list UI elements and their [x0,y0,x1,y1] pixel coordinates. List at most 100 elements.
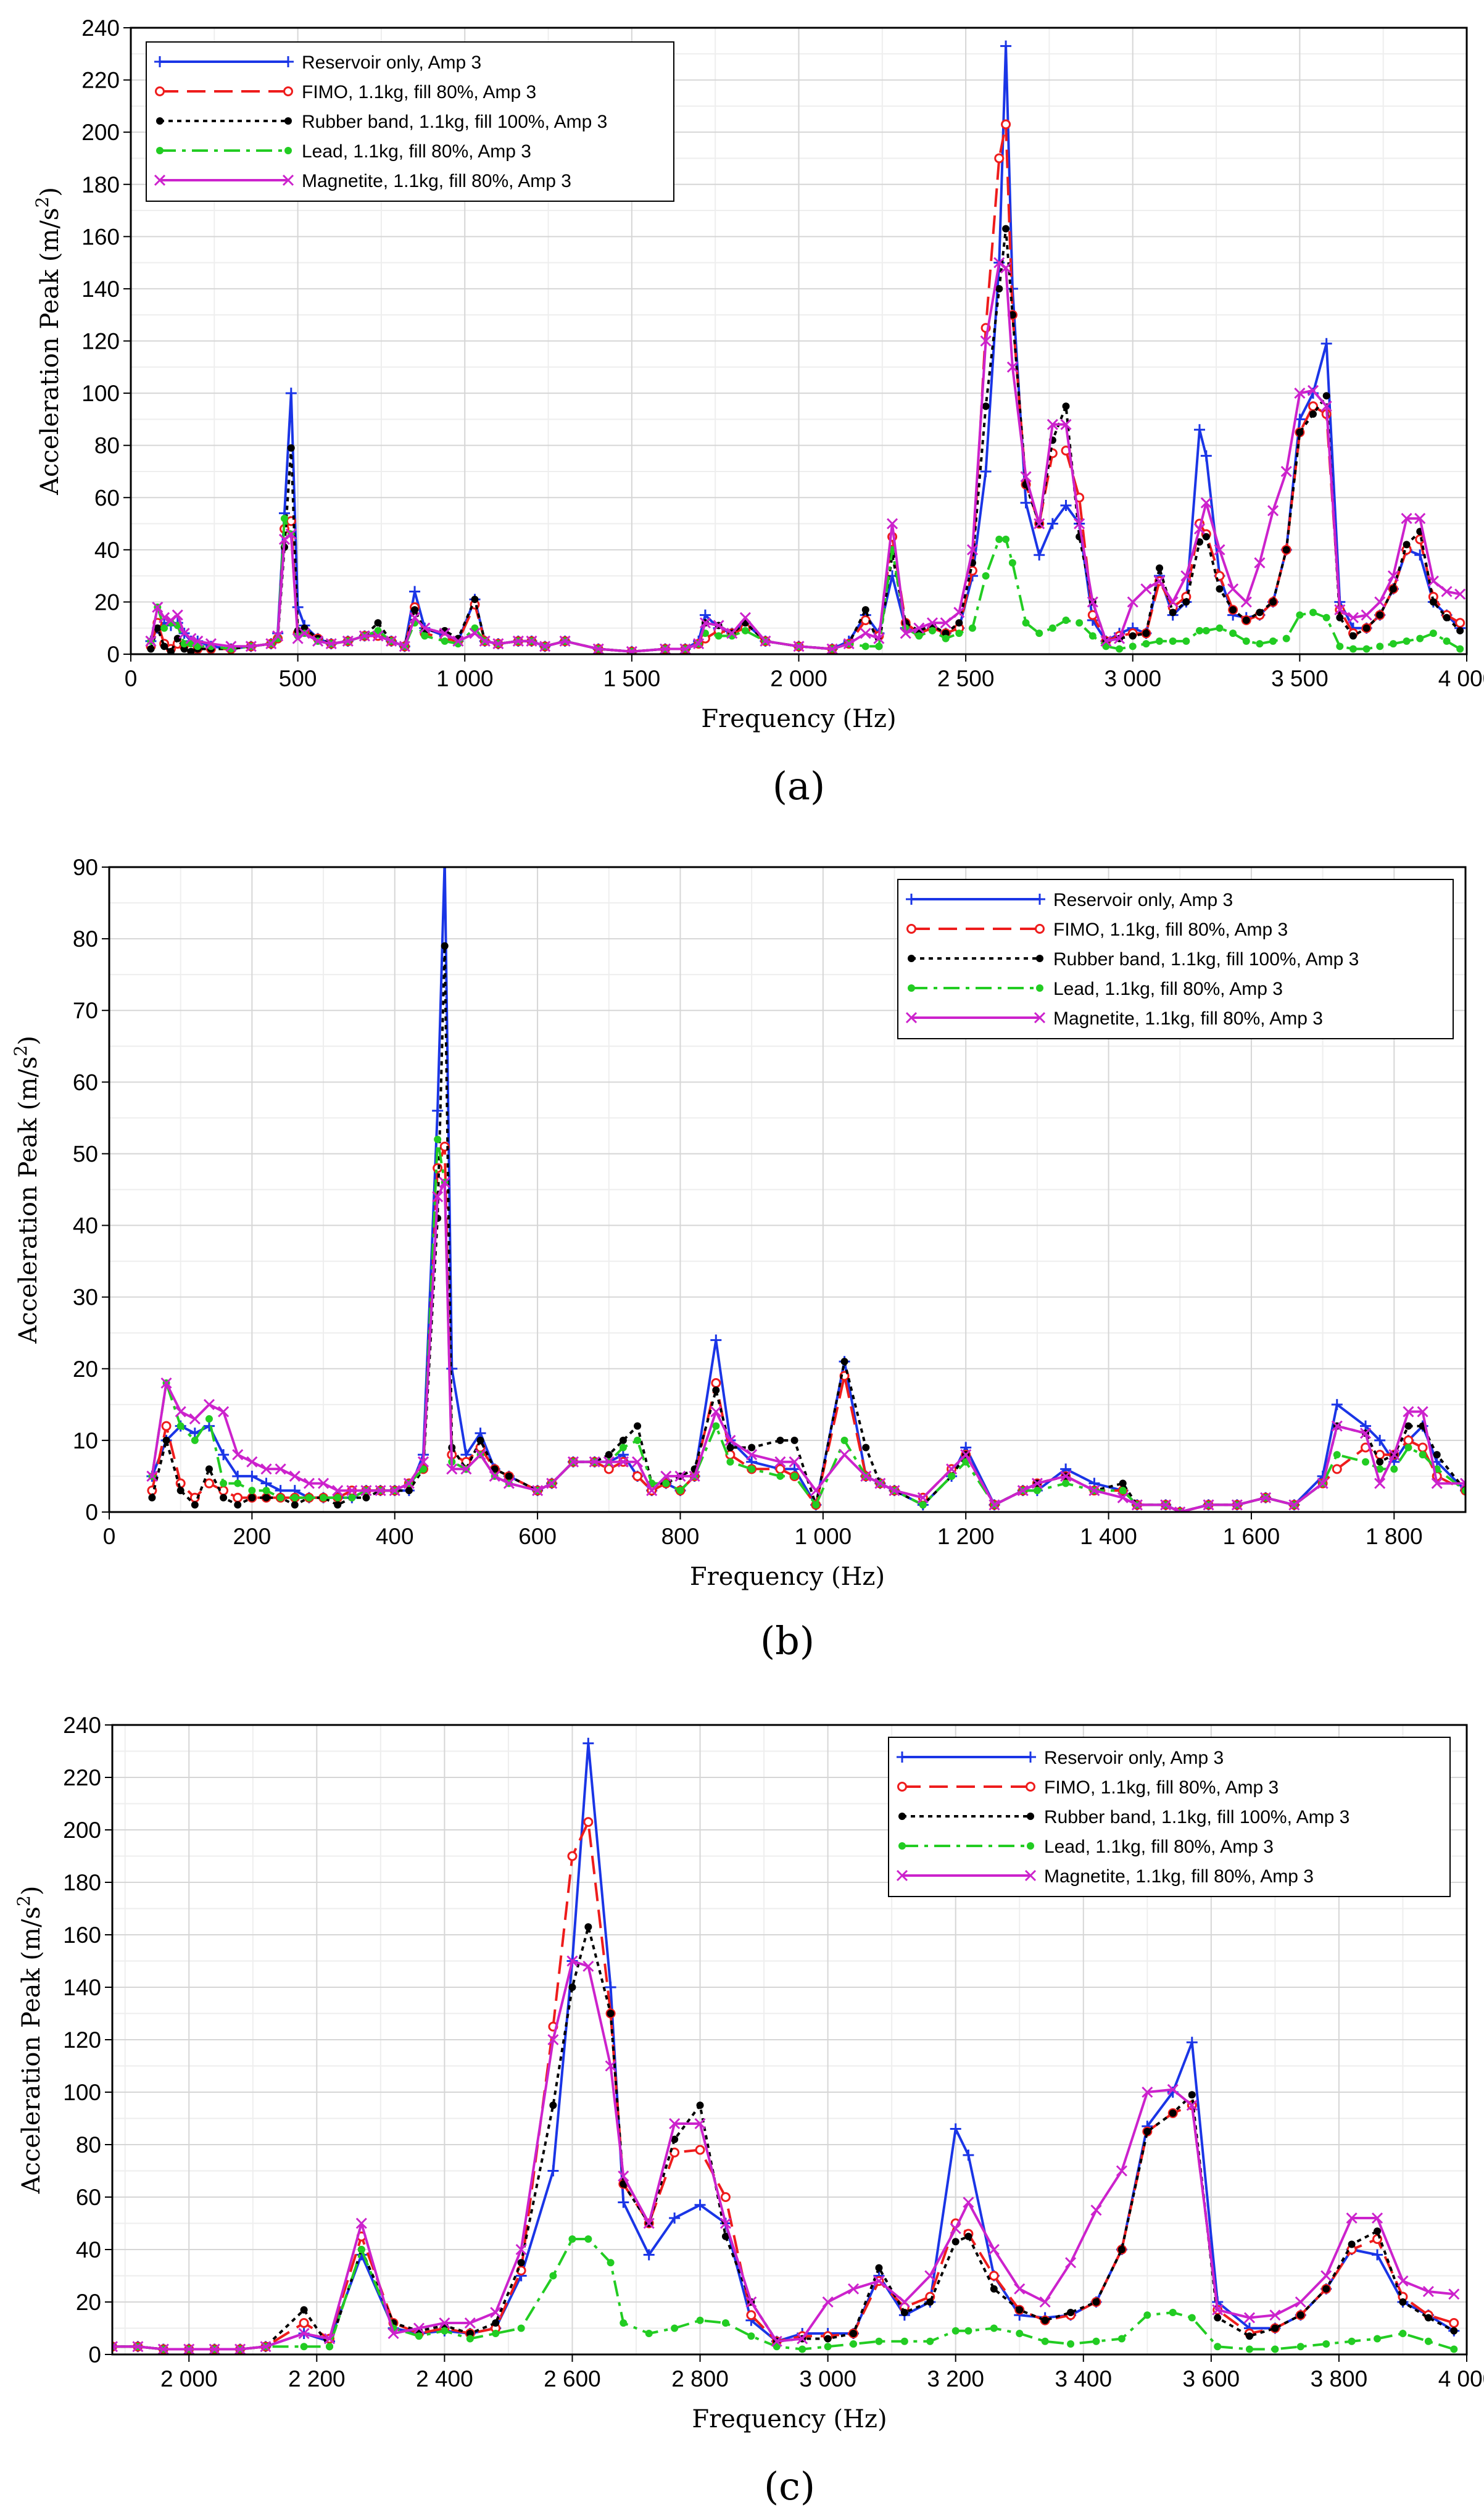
data-point-magnetite [413,2322,425,2334]
data-point-magnetite [386,635,397,647]
data-point-magnetite [1186,2100,1198,2111]
x-axis-label: Frequency (Hz) [692,2405,887,2433]
legend-marker-rubber [1036,955,1043,962]
legend-label-reservoir: Reservoir only, Amp 3 [1053,890,1233,910]
data-point-magnetite [132,2341,144,2353]
data-point-magnetite [475,1449,486,1461]
data-point-magnetite [1317,1477,1329,1489]
data-point-magnetite [873,633,885,644]
legend-label-rubber: Rubber band, 1.1kg, fill 100%, Amp 3 [1044,1807,1349,1827]
data-point-rubber [334,1501,342,1509]
data-point-magnetite [439,2317,450,2329]
data-point-rubber [1256,609,1264,617]
legend-label-magnetite: Magnetite, 1.1kg, fill 80%, Amp 3 [1044,1866,1314,1887]
data-point-lead [434,1136,442,1144]
data-point-magnetite [1006,361,1018,373]
data-point-magnetite [1227,583,1239,595]
data-point-fimo [695,2145,705,2155]
series-group [112,1737,1460,2354]
y-tick-label: 80 [73,926,98,952]
x-tick-label: 400 [376,1524,414,1549]
legend-marker-magnetite [154,174,166,186]
legend-marker-magnetite [282,174,294,186]
y-tick-label: 10 [73,1428,98,1453]
data-point-magnetite [446,1463,458,1475]
data-point-reservoir [1374,1434,1386,1446]
data-point-lead [205,1415,213,1423]
data-point-rubber [147,645,155,653]
data-point-lead [942,634,950,642]
data-point-lead [1182,637,1190,645]
data-point-magnetite [189,1413,201,1425]
data-point-rubber [301,624,309,632]
data-point-fimo [567,1851,578,1861]
data-point-magnetite [1448,2288,1460,2300]
data-point-rubber [411,606,419,614]
data-point-magnetite [355,2217,367,2229]
data-point-magnetite [926,617,939,629]
data-point-lead [374,626,382,634]
legend-marker-reservoir [1034,894,1045,905]
data-point-lead [191,1436,199,1444]
y-tick-label: 40 [73,1213,98,1239]
data-point-magnetite [490,2306,502,2319]
data-point-lead [1322,2340,1330,2348]
legend-marker-lead [908,984,915,992]
data-point-lead [441,2327,449,2335]
data-point-magnetite [1403,1406,1414,1418]
data-point-reservoir [1186,2037,1198,2048]
data-point-magnetite [1422,2285,1434,2298]
data-point-rubber [505,1472,513,1480]
data-point-lead [747,2332,755,2340]
data-point-rubber [862,1444,870,1452]
x-tick-label: 2 400 [416,2366,473,2391]
data-point-magnetite [1331,1420,1343,1432]
data-point-magnetite [1401,513,1412,525]
y-tick-label: 160 [63,1922,101,1948]
data-point-rubber [1322,2285,1330,2293]
data-point-lead [875,642,883,650]
data-point-magnetite [292,633,304,644]
data-point-lead [348,1494,356,1502]
data-point-lead [926,2337,934,2345]
data-point-rubber [1117,2246,1125,2253]
data-point-rubber [634,1422,642,1430]
x-tick-label: 3 200 [927,2366,984,2391]
data-point-magnetite [797,2333,808,2345]
data-point-reservoir [980,465,992,477]
data-point-lead [1102,642,1110,650]
data-point-magnetite [1174,1506,1186,1512]
data-point-rubber [476,1436,484,1444]
data-point-magnetite [822,2296,834,2308]
data-point-rubber [191,1501,199,1509]
y-tick-label: 140 [81,276,120,302]
x-tick-label: 1 600 [1223,1524,1280,1549]
data-point-lead [1269,637,1277,645]
x-tick-label: 3 000 [799,2366,856,2391]
data-point-magnetite [389,1485,400,1497]
data-point-magnetite [646,1485,658,1497]
data-point-lead [234,1479,242,1487]
data-point-magnetite [1127,596,1138,608]
x-tick-label: 2 000 [160,2366,218,2391]
data-point-magnetite [559,635,571,647]
data-point-magnetite [359,630,370,642]
data-point-fimo [994,153,1005,164]
data-point-magnetite [225,641,237,652]
data-point-rubber [607,2009,615,2017]
y-tick-label: 80 [94,433,120,459]
data-point-rubber [1216,585,1224,593]
data-point-lead [1048,624,1056,632]
data-point-rubber [995,285,1003,293]
legend-marker-magnetite [1034,1012,1046,1024]
data-point-rubber [291,1501,299,1509]
data-point-magnetite [710,1406,722,1418]
data-point-magnetite [260,2341,272,2353]
data-point-fimo [1417,1442,1428,1453]
data-point-reservoir [246,1470,258,1482]
data-point-rubber [1296,428,1304,436]
data-point-magnetite [659,643,671,654]
data-point-lead [741,626,749,634]
data-point-lead [1041,2337,1049,2345]
data-point-magnetite [1361,609,1372,621]
